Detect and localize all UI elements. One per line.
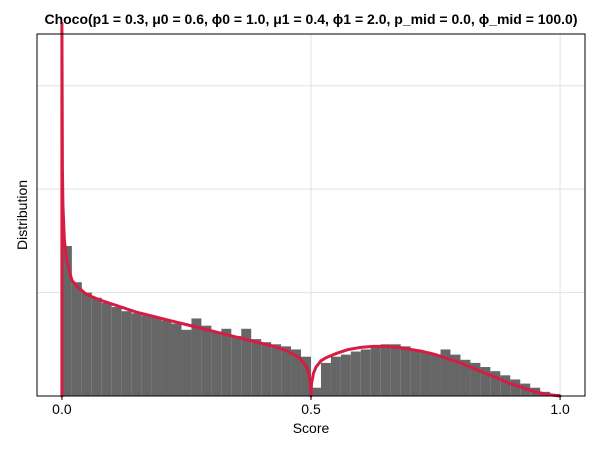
histogram-bar xyxy=(311,387,321,396)
histogram-bar xyxy=(81,292,92,396)
histogram-bar xyxy=(161,320,172,396)
y-axis-label: Distribution xyxy=(14,180,30,250)
histogram-bar xyxy=(360,349,371,396)
histogram-bar xyxy=(71,282,82,396)
histogram-bar xyxy=(251,339,262,396)
histogram-bar xyxy=(201,325,212,396)
histogram-bar xyxy=(221,328,232,396)
histogram-bar xyxy=(400,346,411,396)
histogram-bar xyxy=(330,356,341,396)
histogram-bar xyxy=(271,344,282,396)
histogram-bar xyxy=(141,315,152,396)
histogram-bar xyxy=(320,362,331,396)
histogram-bar xyxy=(440,349,451,396)
histogram-bar xyxy=(370,346,381,396)
histogram-bar xyxy=(291,349,302,396)
histogram-bar xyxy=(211,331,222,396)
histogram-bar xyxy=(191,318,202,396)
histogram-bar xyxy=(231,336,242,396)
histogram-bar xyxy=(460,359,471,396)
histogram-bar xyxy=(450,354,461,396)
x-axis-ticks: 0.0 0.5 1.0 xyxy=(52,396,570,417)
histogram-bar xyxy=(340,354,351,396)
histogram-bar xyxy=(131,313,142,396)
histogram-bar xyxy=(500,375,511,396)
histogram-bar xyxy=(480,367,491,396)
histogram-bar xyxy=(510,379,521,396)
histogram-bars xyxy=(61,246,561,396)
histogram-bar xyxy=(111,307,122,396)
histogram-bar xyxy=(470,362,481,396)
histogram-bar xyxy=(420,351,431,396)
histogram-bar xyxy=(380,344,391,396)
histogram-bar xyxy=(410,349,421,396)
histogram-bar xyxy=(171,323,182,396)
histogram-bar xyxy=(91,297,102,396)
histogram-bar xyxy=(101,302,112,396)
histogram-bar xyxy=(430,354,441,396)
histogram-bar xyxy=(151,317,162,396)
histogram-bar xyxy=(301,356,311,396)
chart-title: Choco(p1 = 0.3, μ0 = 0.6, ϕ0 = 1.0, μ1 =… xyxy=(44,11,577,27)
histogram-bar xyxy=(261,342,272,396)
histogram-bar xyxy=(121,311,132,396)
histogram-bar xyxy=(61,246,72,396)
histogram-bar xyxy=(241,328,252,396)
x-tick-label: 0.0 xyxy=(52,401,72,417)
x-axis-label: Score xyxy=(293,420,330,436)
density-curve-group xyxy=(60,22,562,398)
histogram-bar xyxy=(350,351,361,396)
histogram-bar xyxy=(490,371,501,396)
histogram-bar xyxy=(390,344,401,396)
histogram-bar xyxy=(281,346,292,396)
histogram-bar xyxy=(181,329,192,396)
x-tick-label: 0.5 xyxy=(301,401,321,417)
density-curve xyxy=(60,22,562,398)
x-tick-label: 1.0 xyxy=(550,401,570,417)
